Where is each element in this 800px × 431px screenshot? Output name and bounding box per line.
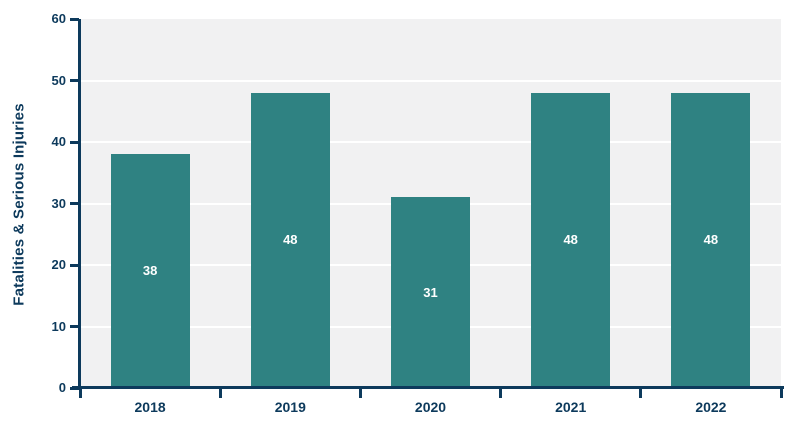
y-tick-label: 30 (51, 195, 66, 211)
y-axis-title: Fatalities & Serious Injuries (10, 103, 28, 306)
y-tick-label: 20 (51, 257, 66, 272)
y-tick-mark (70, 79, 79, 82)
x-tick-mark (218, 386, 222, 398)
x-tick-mark (499, 386, 503, 398)
y-tick-mark (70, 17, 79, 21)
bar-value-label: 38 (142, 263, 158, 279)
x-tick-label: 2020 (414, 399, 447, 415)
x-tick-mark (78, 386, 82, 398)
y-tick-mark (70, 263, 79, 267)
plot-area: 38 48 31 48 48 (80, 19, 781, 388)
x-tick-mark (779, 386, 783, 398)
y-tick-label: 50 (51, 72, 66, 88)
bar (110, 154, 190, 388)
y-tick-label: 10 (51, 318, 66, 334)
y-tick-mark (70, 202, 79, 205)
x-tick-label: 2022 (695, 399, 727, 415)
bar (671, 92, 751, 388)
x-tick-label: 2019 (274, 399, 306, 415)
gridline (80, 141, 781, 143)
y-tick-label: 60 (51, 11, 66, 26)
bar-value-label: 48 (703, 232, 719, 248)
y-tick-mark (70, 140, 79, 144)
gridline (80, 79, 781, 82)
y-tick-mark (70, 325, 79, 328)
bar (391, 197, 470, 388)
y-tick-mark (70, 386, 79, 390)
bar-value-label: 31 (423, 284, 438, 300)
bar-value-label: 48 (283, 232, 298, 248)
x-tick-mark (639, 386, 643, 398)
y-tick-label: 0 (58, 380, 66, 395)
y-axis-line (78, 19, 81, 389)
bar (531, 92, 611, 388)
y-tick-label: 40 (51, 134, 66, 149)
bar (250, 92, 330, 388)
x-tick-label: 2018 (134, 399, 166, 415)
bar-value-label: 48 (563, 232, 578, 248)
x-tick-mark (358, 386, 362, 398)
x-axis-line (72, 386, 784, 389)
x-tick-label: 2021 (555, 399, 587, 415)
